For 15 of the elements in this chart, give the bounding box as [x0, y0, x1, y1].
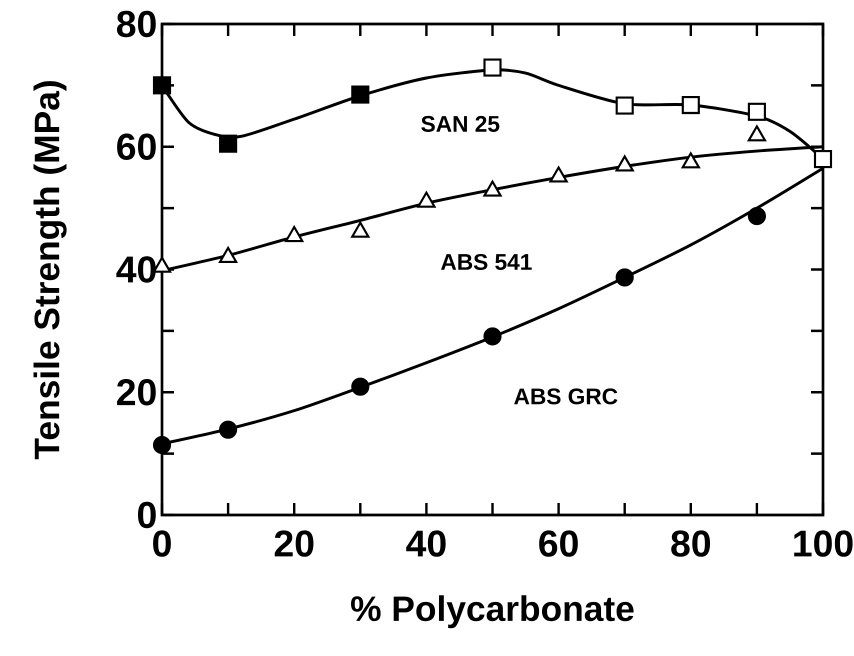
text: ABS 541 — [440, 254, 532, 270]
y-tick-label: 20 — [117, 379, 156, 406]
y-tick-label: 0 — [138, 502, 156, 528]
x-tick-label: 20 — [274, 530, 314, 557]
x-tick-label: 100 — [794, 530, 853, 557]
y-axis-title: Tensile Strength (MPa) — [34, 81, 67, 460]
y-tick-label: 60 — [117, 134, 156, 160]
x-tick-label: 80 — [671, 530, 710, 557]
series-label: SAN 25 — [421, 116, 500, 132]
y-tick-label: 40 — [116, 256, 156, 283]
x-tick-label: 40 — [406, 530, 446, 557]
x-axis-title: % Polycarbonate — [351, 595, 634, 628]
text: ABS GRC — [514, 388, 618, 404]
y-tick-label: 80 — [116, 10, 156, 38]
x-tick-label: 60 — [539, 530, 578, 557]
